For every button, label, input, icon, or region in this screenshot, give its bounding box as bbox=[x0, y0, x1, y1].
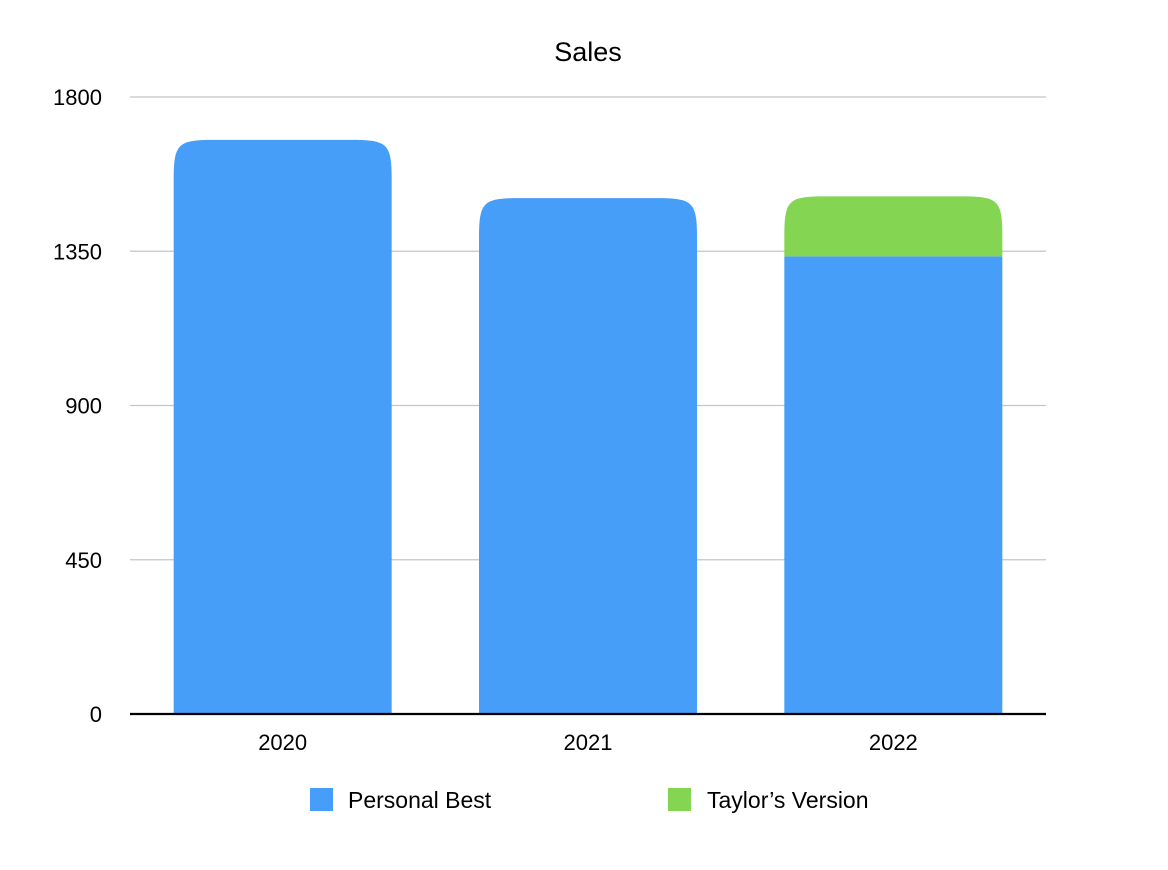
x-tick-label: 2020 bbox=[258, 730, 307, 755]
bars bbox=[173, 139, 1003, 714]
legend-label-personal-best: Personal Best bbox=[348, 787, 492, 813]
chart-title: Sales bbox=[554, 37, 622, 67]
x-axis-ticks: 2020 2021 2022 bbox=[258, 730, 918, 755]
bar-2020-series-0 bbox=[173, 139, 392, 714]
legend-swatch-taylors-version bbox=[668, 788, 691, 811]
y-tick-label: 1350 bbox=[53, 239, 102, 264]
y-axis-ticks: 0 450 900 1350 1800 bbox=[53, 85, 102, 727]
legend-label-taylors-version: Taylor’s Version bbox=[707, 787, 869, 813]
bar-2022-series-1 bbox=[784, 196, 1003, 257]
bar-2021-series-0 bbox=[479, 198, 697, 714]
y-tick-label: 1800 bbox=[53, 85, 102, 110]
x-tick-label: 2022 bbox=[869, 730, 918, 755]
y-tick-label: 0 bbox=[90, 702, 102, 727]
legend-swatch-personal-best bbox=[310, 788, 333, 811]
legend-item-taylors-version: Taylor’s Version bbox=[668, 787, 869, 813]
bar-2022-series-0 bbox=[784, 256, 1003, 714]
x-tick-label: 2021 bbox=[564, 730, 613, 755]
legend: Personal Best Taylor’s Version bbox=[310, 787, 869, 813]
y-tick-label: 450 bbox=[65, 548, 102, 573]
legend-item-personal-best: Personal Best bbox=[310, 787, 492, 813]
y-tick-label: 900 bbox=[65, 394, 102, 419]
